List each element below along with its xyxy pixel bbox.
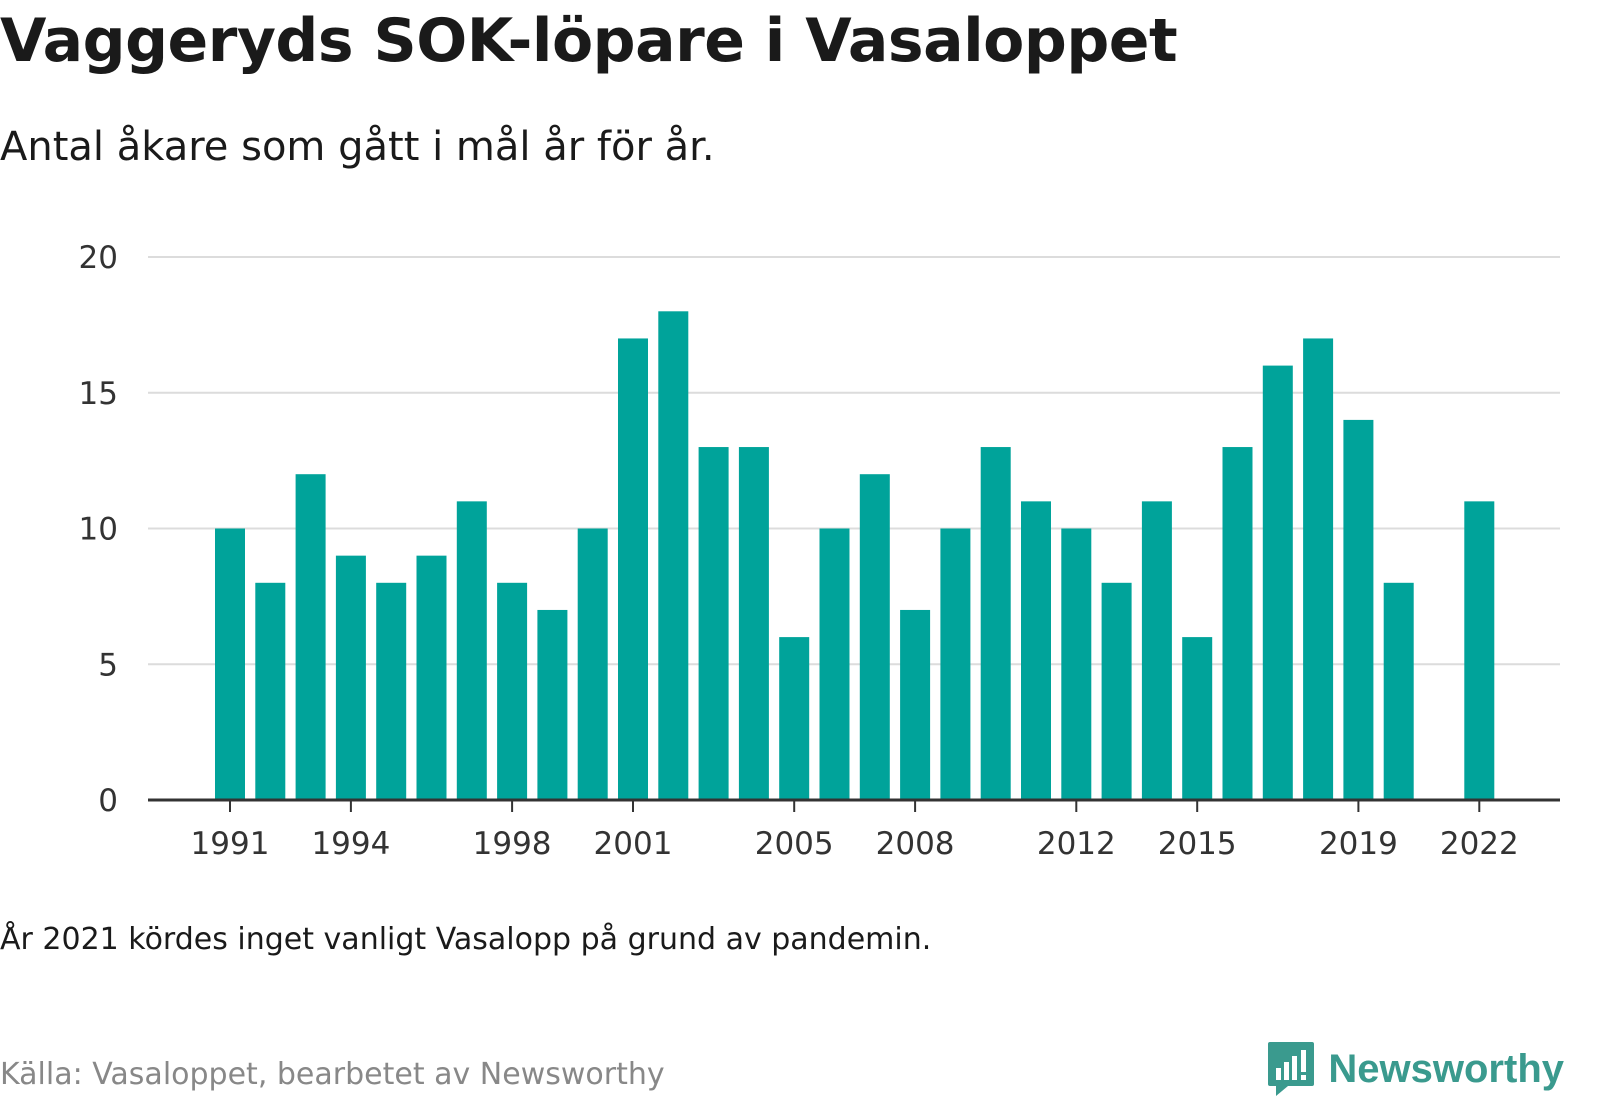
- bar-1998: [497, 582, 528, 800]
- bar-1995: [376, 582, 407, 800]
- x-axis-ticks: 1991 1994 1998 2001 2005 2008 2012 2015 2019 2022: [191, 800, 1519, 862]
- bar-2019: [1343, 419, 1374, 800]
- brand-name: Newsworthy: [1328, 1046, 1564, 1091]
- bars: [215, 311, 1495, 800]
- bar-2011: [1021, 501, 1051, 800]
- bar-1991: [215, 528, 245, 800]
- x-tick-label: 2015: [1158, 826, 1237, 862]
- bar-2002: [658, 311, 689, 800]
- bar-chart: 0 5 10 15 20 1991 1994 1998 2001 2005 2008 2012 201…: [79, 240, 1560, 862]
- bar-1999: [537, 609, 568, 800]
- bar-1993: [295, 474, 326, 800]
- bar-2005: [779, 637, 810, 800]
- bar-2001: [618, 338, 648, 800]
- x-tick-label: 1998: [473, 826, 552, 862]
- bar-2022: [1464, 501, 1495, 800]
- bar-2010: [980, 447, 1011, 800]
- bar-2015: [1182, 637, 1213, 800]
- bar-2013: [1101, 582, 1132, 800]
- chart-title: Vaggeryds SOK-löpare i Vasaloppet: [0, 6, 1178, 76]
- bar-1996: [416, 555, 447, 800]
- bar-2007: [859, 474, 890, 800]
- bar-2009: [940, 528, 971, 800]
- y-axis-ticks: 0 5 10 15 20: [79, 240, 118, 819]
- x-tick-label: 2005: [755, 826, 834, 862]
- y-tick-label: 20: [79, 240, 118, 276]
- source-credit: Källa: Vasaloppet, bearbetet av Newswort…: [0, 1057, 665, 1092]
- bar-1992: [255, 582, 286, 800]
- bar-2012: [1061, 528, 1092, 800]
- bar-2017: [1262, 365, 1293, 800]
- bar-1994: [335, 555, 366, 800]
- chart-note: År 2021 kördes inget vanligt Vasalopp på…: [0, 922, 932, 957]
- y-tick-label: 0: [98, 783, 118, 819]
- y-tick-label: 5: [98, 647, 118, 683]
- y-tick-label: 10: [79, 512, 118, 548]
- bar-2014: [1141, 501, 1172, 800]
- x-tick-label: 2001: [594, 826, 673, 862]
- x-tick-label: 1994: [311, 826, 390, 862]
- bar-2020: [1383, 582, 1414, 800]
- bar-2018: [1303, 338, 1334, 800]
- x-tick-label: 2022: [1440, 826, 1519, 862]
- x-tick-label: 2019: [1319, 826, 1398, 862]
- bar-1997: [456, 501, 487, 800]
- bar-2003: [698, 447, 729, 800]
- y-tick-label: 15: [79, 376, 118, 412]
- x-tick-label: 1991: [191, 826, 270, 862]
- x-tick-label: 2008: [876, 826, 955, 862]
- brand-logo: Newsworthy: [1266, 1040, 1564, 1098]
- newsworthy-logo-icon: [1268, 1042, 1315, 1096]
- bar-2016: [1222, 447, 1253, 800]
- bar-2000: [577, 528, 608, 800]
- bar-2008: [900, 609, 931, 800]
- chart-subtitle: Antal åkare som gått i mål år för år.: [0, 124, 715, 170]
- x-tick-label: 2012: [1037, 826, 1116, 862]
- bar-2006: [819, 528, 850, 800]
- bar-2004: [738, 447, 769, 800]
